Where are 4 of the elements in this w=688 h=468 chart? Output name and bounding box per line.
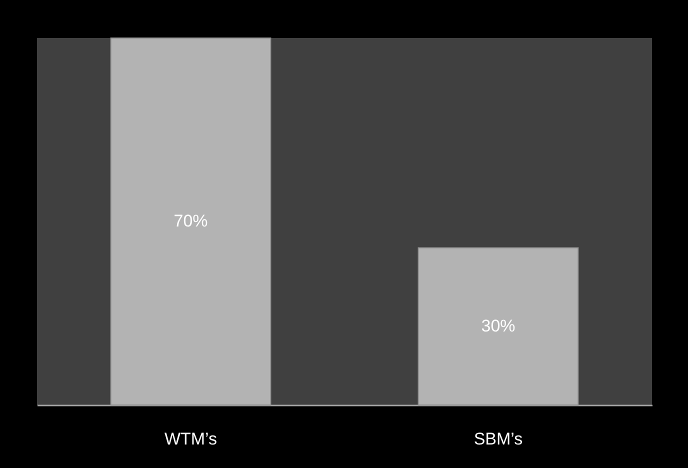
x-tick-label: SBM’s bbox=[474, 430, 523, 448]
x-tick-label: WTM’s bbox=[164, 430, 218, 448]
data-label: 30% bbox=[481, 316, 516, 336]
data-label: 70% bbox=[174, 212, 208, 230]
